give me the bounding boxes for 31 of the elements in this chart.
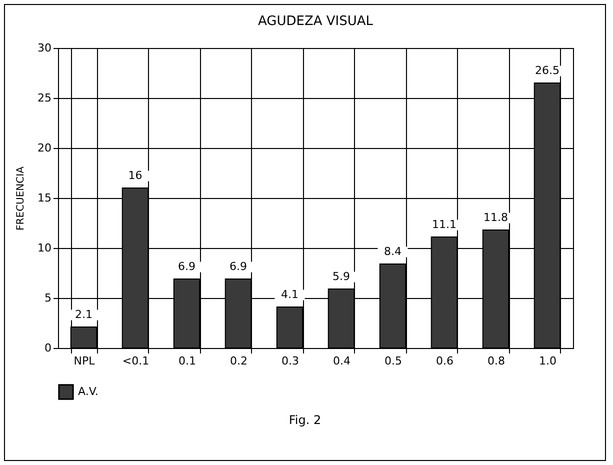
y-tick-label: 15: [38, 192, 52, 204]
x-tick-label: 0.5: [384, 354, 402, 368]
x-tick-label: 0.8: [488, 354, 505, 368]
x-tick-label: 1.0: [539, 354, 556, 368]
x-tick-label: 0.1: [178, 354, 196, 368]
x-tick-label: 0.6: [436, 354, 454, 368]
x-tick-label: 0.2: [230, 354, 248, 368]
data-label: 4.1: [281, 288, 298, 301]
caption: Fig. 2: [288, 412, 322, 428]
y-axis-title: FRECUENCIA: [16, 166, 27, 230]
x-tick-label: <0.1: [122, 354, 150, 368]
x-tick-label: 0.3: [282, 354, 299, 368]
data-label: 6.9: [178, 260, 196, 273]
data-label: 6.9: [230, 260, 247, 273]
y-tick-label: 5: [44, 292, 52, 304]
data-label: 8.4: [384, 245, 402, 258]
data-label: 11.8: [484, 211, 508, 224]
y-tick-label: 30: [38, 42, 52, 54]
y-tick-label: 20: [38, 142, 52, 154]
data-label: 5.9: [332, 270, 350, 283]
x-tick-label: 0.4: [333, 354, 350, 368]
data-label: 2.1: [75, 308, 92, 321]
y-tick-label: 10: [38, 242, 52, 254]
data-label: 26.5: [535, 64, 560, 77]
chart-title: AGUDEZA VISUAL: [258, 14, 374, 29]
y-tick-label: 0: [44, 342, 52, 354]
legend-label: A.V.: [78, 385, 98, 398]
data-label: 16: [128, 169, 142, 182]
data-label: 11.1: [432, 218, 456, 231]
x-tick-label: NPL: [74, 354, 96, 368]
y-tick-label: 25: [38, 92, 52, 104]
